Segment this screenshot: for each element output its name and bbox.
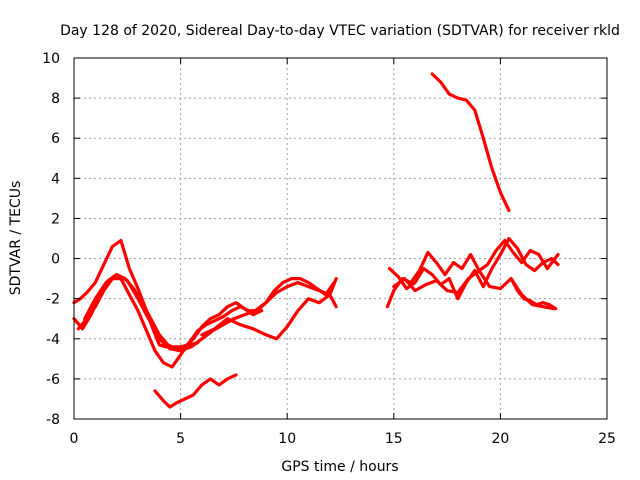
x-tick-label: 15 bbox=[385, 431, 403, 447]
y-tick-label: 6 bbox=[51, 131, 60, 147]
y-tick-label: 8 bbox=[51, 91, 60, 107]
series-line-trace-6 bbox=[153, 373, 238, 409]
y-tick-label: 2 bbox=[51, 211, 60, 227]
y-tick-label: -6 bbox=[46, 372, 60, 388]
plot-frame bbox=[73, 57, 608, 420]
x-axis-label: GPS time / hours bbox=[281, 459, 398, 475]
y-tick-label: 0 bbox=[51, 252, 60, 268]
series-line-trace-8 bbox=[385, 238, 560, 309]
data-series-group bbox=[72, 72, 560, 409]
chart-title: Day 128 of 2020, Sidereal Day-to-day VTE… bbox=[60, 23, 620, 39]
y-tick-label: -4 bbox=[46, 332, 60, 348]
y-tick-label: -2 bbox=[46, 292, 60, 308]
x-tick-label: 20 bbox=[491, 431, 509, 447]
series-line-trace-7 bbox=[430, 72, 511, 212]
grid bbox=[74, 58, 607, 419]
series-line-trace-5 bbox=[200, 293, 338, 341]
y-tick-label: 10 bbox=[42, 51, 60, 67]
x-tick-label: 5 bbox=[176, 431, 185, 447]
series-line-trace-9 bbox=[387, 236, 560, 301]
y-axis-label: SDTVAR / TECUs bbox=[8, 181, 24, 296]
x-tick-label: 25 bbox=[598, 431, 616, 447]
axis-ticks: 0 5 10 15 20 25 -8 -6 -4 -2 0 2 4 6 8 10 bbox=[42, 51, 616, 447]
series-line-trace-11 bbox=[509, 277, 558, 311]
y-tick-label: -8 bbox=[46, 412, 60, 428]
x-tick-label: 10 bbox=[278, 431, 296, 447]
x-tick-label: 0 bbox=[70, 431, 79, 447]
y-tick-label: 4 bbox=[51, 171, 60, 187]
